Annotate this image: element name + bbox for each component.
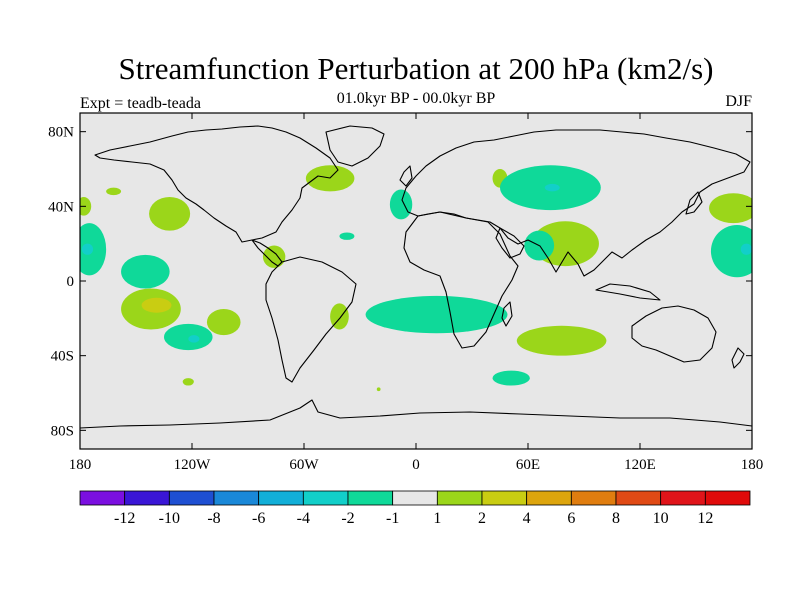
colorbar-swatch [704,490,751,506]
colorbar-swatch [258,490,304,506]
season-label: DJF [725,93,752,110]
contour-region-positive-2 [141,297,172,313]
colorbar-level-label: 1 [433,510,441,527]
contour-region-negative-20 [389,189,413,220]
contour-region-positive-5 [330,303,349,330]
coastline-australia [631,305,717,363]
y-axis: 80N 40N 0 40S 80S [48,125,752,439]
colorbar-level-label: 4 [523,510,531,527]
coastline-madagascar [501,301,513,327]
colorbar-level-label: 8 [612,510,620,527]
colorbar-swatch [481,490,528,506]
x-tick-label: 60E [516,457,540,473]
contour-region-negative-21 [365,295,508,334]
colorbar-level-label: 2 [478,510,486,527]
coastline-indonesia [595,283,661,301]
colorbar-swatch [347,490,394,506]
contour-region-positive-12 [516,325,607,356]
coastline-south-america [265,256,357,383]
contour-region-negative-25 [81,243,94,255]
coastline-north-america [94,125,339,243]
y-tick-label: 40N [48,199,74,215]
contour-region-negative-19 [339,232,355,240]
contour-region-negative-26 [740,243,752,255]
colorbar-swatch [570,490,617,506]
colorbar-swatch [615,490,662,506]
x-tick-label: 60W [289,457,319,473]
contour-region-negative-16 [164,323,213,351]
contour-region-negative-24 [492,370,530,386]
x-tick-label: 120E [624,457,656,473]
colorbar-swatch [213,490,260,506]
contour-region-positive-13 [709,193,752,224]
contour-region-positive-0 [149,197,191,231]
contour-region-positive-7 [182,378,194,386]
x-axis: 180 120W 60W 0 60E 120E 180 [69,113,764,473]
colorbar-swatch [79,490,126,506]
colorbar-level-label: 10 [653,510,669,527]
colorbar-level-label: 12 [697,510,713,527]
coastline-new-zealand [731,347,745,369]
contour-region-positive-4 [262,245,286,268]
colorbar-level-label: -8 [207,510,220,527]
coastline-eurasia [401,129,751,277]
contour-region-negative-15 [121,254,170,289]
colorbar-swatch [436,490,483,506]
x-tick-label: 0 [412,457,420,473]
coastline-antarctica [80,399,752,429]
colorbar-level-label: -1 [386,510,399,527]
y-tick-label: 40S [51,349,74,365]
colorbar-swatch [392,490,438,506]
colorbar-swatch [168,490,215,506]
map-background [80,113,752,449]
contour-region-positive-6 [106,187,122,196]
coastline-british-isles [399,165,413,187]
coastline-africa [403,211,519,349]
colorbar-level-label: 6 [567,510,575,527]
coastline-japan [685,191,703,215]
y-tick-label: 80N [48,125,74,141]
colorbar-level-label: -2 [341,510,354,527]
colorbar-level-label: -6 [252,510,265,527]
colorbar-swatch [124,490,170,506]
x-tick-label: 180 [69,457,92,473]
contour-region-positive-9 [376,387,381,392]
contour-region-negative-27 [188,335,200,343]
y-tick-label: 80S [51,423,74,439]
chart-title: Streamfunction Perturbation at 200 hPa (… [119,51,714,86]
time-period-label: 01.0kyr BP - 00.0kyr BP [337,90,496,107]
colorbar-swatch [660,490,706,506]
colorbar-level-label: -4 [297,510,310,527]
contour-region-negative-18 [710,225,752,278]
colorbar-level-label: -12 [114,510,135,527]
x-tick-label: 180 [741,457,764,473]
contour-region-negative-28 [544,183,560,192]
contour-region-positive-3 [206,309,241,336]
experiment-label: Expt = teadb-teada [80,95,201,112]
coastline-arabia [495,227,525,259]
colorbar-swatch [302,490,349,506]
coastline-layer [80,125,752,429]
colorbar-level-label: -10 [159,510,180,527]
y-tick-label: 0 [67,274,75,290]
colorbar: -12 -10 -8 -6 -4 -2 -1 1 2 4 6 8 10 12 [79,490,751,527]
colorbar-swatch [526,490,572,506]
x-tick-label: 120W [174,457,212,473]
coastline-greenland [325,125,385,167]
